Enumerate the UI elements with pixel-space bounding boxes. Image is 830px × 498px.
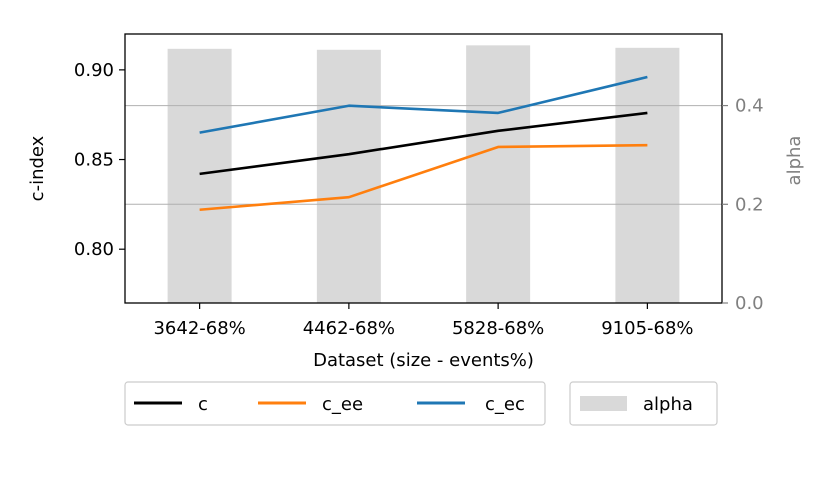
legend-label-alpha: alpha [643,394,693,415]
legend-label-c: c [198,394,208,415]
series-line-c-ee [199,143,648,212]
legend-swatch-alpha [580,396,627,411]
x-axis-label: Dataset (size - events%) [313,350,534,371]
axes: 3642-68% 4462-68% 5828-68% 9105-68% 0.80 0.85… [74,60,764,339]
alpha-bar [316,49,381,303]
y-tick-label: 0.80 [74,239,114,260]
data-lines [199,75,648,212]
y-axis-label: c-index [27,135,48,201]
alpha-bar [466,45,531,303]
legend-bars-box [569,381,718,426]
series-line-c [199,111,648,176]
x-tick-label: 5828-68% [452,318,544,339]
plot-frame [124,33,723,304]
alpha-bars [167,45,680,303]
y2-tick-label: 0.0 [735,293,764,314]
y-tick-label: 0.85 [74,150,114,171]
right-y-axis-label: alpha [784,136,805,186]
legend-lines-box [124,381,546,426]
y-tick-label: 0.90 [74,60,114,81]
x-tick-label: 3642-68% [153,318,245,339]
legend: c c_ee c_ec alpha [124,381,718,426]
alpha-bar [615,47,680,303]
legend-label-c-ec: c_ec [485,394,525,415]
alpha-bar [167,48,232,303]
legend-label-c-ee: c_ee [322,394,363,415]
grid-lines [125,105,722,205]
series-line-c-ec [199,75,648,134]
x-tick-label: 4462-68% [303,318,395,339]
y2-tick-label: 0.4 [735,96,764,117]
x-tick-label: 9105-68% [601,318,693,339]
y2-tick-label: 0.2 [735,194,764,215]
